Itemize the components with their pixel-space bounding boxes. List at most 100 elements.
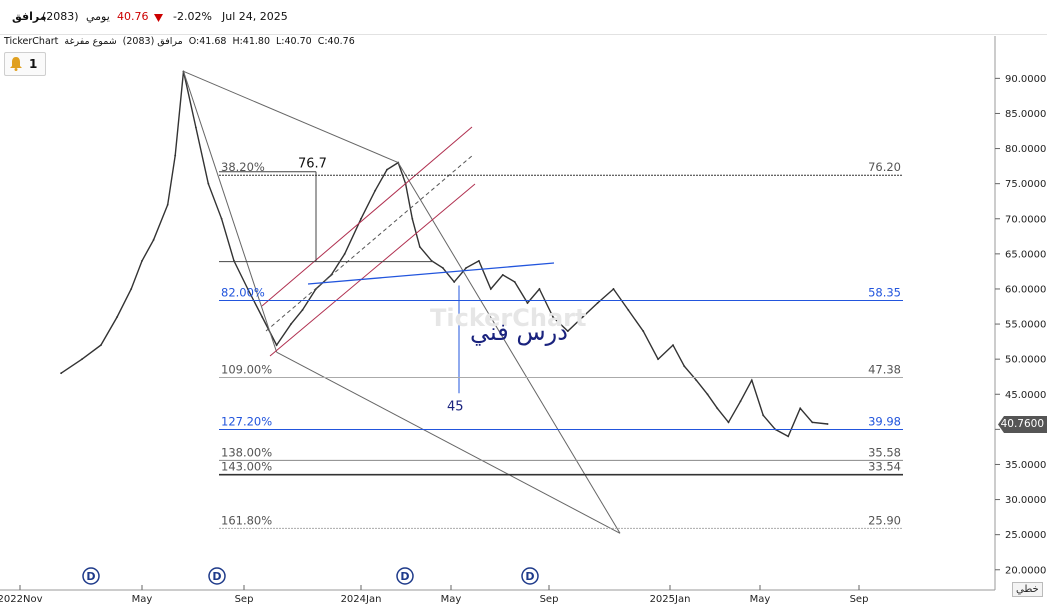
x-tick-label: 2022Nov bbox=[0, 594, 43, 604]
y-tick-label: 65.0000 bbox=[1005, 249, 1046, 260]
scale-toggle-button[interactable]: خطي bbox=[1012, 582, 1043, 597]
x-axis: 2022Nov May Sep 2024Jan May Sep 2025Jan May Sep bbox=[0, 585, 995, 604]
dividend-label: D bbox=[212, 570, 221, 583]
ohlc-info: TickerChart مرافق (2083) شموع مفرغة O:41.68… bbox=[4, 36, 361, 47]
dividend-marker[interactable]: D bbox=[208, 567, 226, 585]
trendline bbox=[276, 351, 621, 534]
dividend-circle bbox=[82, 567, 100, 585]
price-point bbox=[418, 245, 421, 248]
price-point bbox=[60, 372, 63, 375]
top-toolbar: مرافق (2083) يومي 40.76 -2.02% Jul 24, 2… bbox=[0, 0, 1047, 35]
price-point bbox=[787, 435, 790, 438]
annotation-lesson: درس فني bbox=[470, 318, 568, 346]
price-point bbox=[81, 358, 83, 361]
price-point bbox=[195, 126, 197, 129]
price-point bbox=[581, 316, 584, 318]
price-point bbox=[275, 344, 278, 347]
trendline bbox=[182, 71, 278, 353]
price-point bbox=[727, 421, 730, 424]
price-point bbox=[566, 330, 569, 332]
price-point bbox=[343, 252, 346, 255]
fib-percent-label: 38.20% bbox=[221, 160, 265, 174]
price-point bbox=[141, 259, 143, 262]
price-point bbox=[538, 288, 541, 290]
y-tick-label: 60.0000 bbox=[1005, 284, 1046, 295]
price-point bbox=[799, 407, 802, 410]
quote-date: Jul 24, 2025 bbox=[222, 10, 288, 23]
current-price-badge: 40.7600 bbox=[998, 416, 1047, 433]
price-point bbox=[489, 288, 492, 290]
dividend-circle bbox=[208, 567, 226, 585]
dividend-marker[interactable]: D bbox=[521, 567, 539, 585]
trendline bbox=[397, 162, 621, 534]
price-point bbox=[301, 309, 304, 311]
price-point bbox=[642, 330, 645, 332]
annotation-45: 45 bbox=[447, 399, 464, 414]
fib-price-label: 58.35 bbox=[868, 286, 901, 300]
x-tick-label: May bbox=[132, 594, 153, 604]
price-point bbox=[695, 379, 698, 382]
channel-upper bbox=[261, 126, 473, 307]
price-point bbox=[750, 379, 753, 382]
price-point bbox=[130, 288, 133, 290]
drawing-tools: 76.7 45 bbox=[182, 70, 621, 534]
y-tick-label: 25.0000 bbox=[1005, 530, 1046, 541]
fib-price-label: 76.20 bbox=[868, 160, 901, 174]
dividend-circle bbox=[396, 567, 414, 585]
fib-percent-label: 138.00% bbox=[221, 445, 272, 459]
price-point bbox=[152, 238, 155, 241]
percent-change: -2.02% bbox=[173, 10, 212, 23]
fib-percent-label: 161.80% bbox=[221, 513, 272, 527]
price-point bbox=[501, 274, 504, 276]
y-tick-label: 85.0000 bbox=[1005, 109, 1046, 120]
symbol-code[interactable]: (2083) bbox=[42, 10, 79, 23]
fib-price-label: 35.58 bbox=[868, 445, 901, 459]
fib-percent-label: 109.00% bbox=[221, 363, 272, 377]
fib-price-label: 33.54 bbox=[868, 460, 901, 474]
last-price: 40.76 bbox=[117, 10, 149, 23]
price-point bbox=[683, 365, 686, 368]
dividend-marker[interactable]: D bbox=[396, 567, 414, 585]
price-point bbox=[826, 423, 829, 425]
y-tick-label: 90.0000 bbox=[1005, 74, 1046, 85]
y-tick-label: 45.0000 bbox=[1005, 390, 1046, 401]
dividend-circle bbox=[521, 567, 539, 585]
price-point bbox=[762, 414, 765, 417]
price-line bbox=[60, 71, 828, 438]
price-point bbox=[166, 203, 169, 206]
high-value: H:41.80 bbox=[232, 36, 270, 47]
x-tick-label: 2025Jan bbox=[650, 594, 691, 604]
x-tick-label: May bbox=[750, 594, 771, 604]
close-value: C:40.76 bbox=[317, 36, 355, 47]
fib-percent-label: 127.20% bbox=[221, 415, 272, 429]
x-tick-label: Sep bbox=[540, 594, 559, 604]
price-point bbox=[465, 266, 468, 269]
open-value: O:41.68 bbox=[188, 36, 227, 47]
price-point bbox=[739, 400, 742, 403]
x-tick-label: Sep bbox=[850, 594, 869, 604]
y-tick-label: 30.0000 bbox=[1005, 495, 1046, 506]
channel-mid bbox=[265, 154, 474, 332]
price-point bbox=[116, 316, 118, 318]
y-axis: 90.0000 85.0000 80.0000 75.0000 70.0000 65.00… bbox=[994, 36, 1046, 590]
price-point bbox=[657, 358, 659, 361]
fib-percent-label: 82.00% bbox=[221, 286, 265, 300]
period-label[interactable]: يومي bbox=[86, 10, 110, 23]
price-point bbox=[453, 281, 456, 283]
symbol-name[interactable]: مرافق bbox=[12, 10, 47, 23]
price-point bbox=[261, 316, 264, 318]
dividend-marker[interactable]: D bbox=[82, 567, 100, 585]
price-point bbox=[174, 154, 177, 157]
alerts-button[interactable]: 1 bbox=[4, 52, 46, 76]
price-point bbox=[526, 302, 529, 304]
price-point bbox=[360, 217, 362, 220]
price-point bbox=[411, 217, 414, 220]
y-tick-label: 35.0000 bbox=[1005, 460, 1046, 471]
y-tick-label: 20.0000 bbox=[1005, 565, 1046, 576]
watermark: TickerChart bbox=[430, 304, 586, 332]
price-point bbox=[811, 421, 814, 424]
price-point bbox=[246, 288, 249, 290]
x-tick-label: May bbox=[441, 594, 462, 604]
